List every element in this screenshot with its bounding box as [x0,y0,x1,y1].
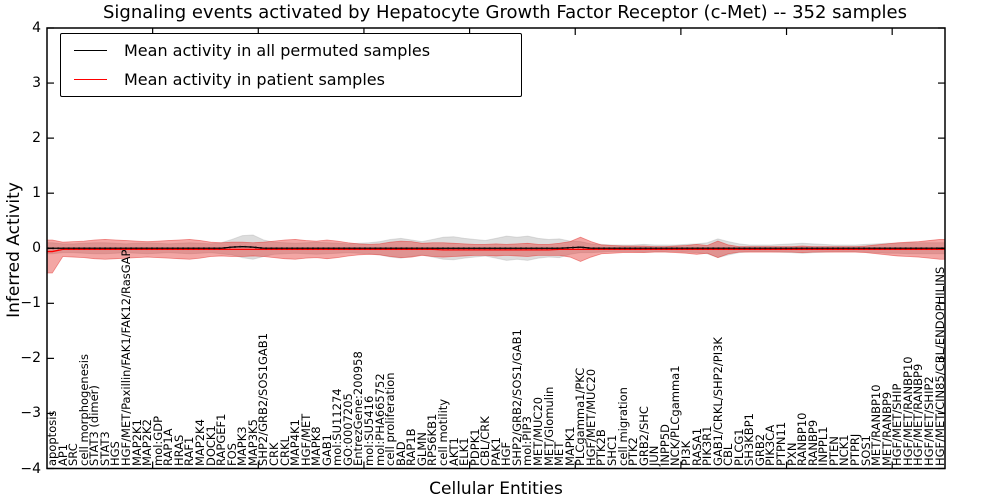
chart-title: Signaling events activated by Hepatocyte… [103,2,907,23]
legend: Mean activity in all permuted samples Mea… [60,33,522,97]
y-tick-label: −2 [20,350,41,367]
y-tick-label: 1 [32,185,41,202]
permuted-mean-dotted-overlay [47,245,945,250]
legend-line-swatch [74,50,107,51]
y-tick-label: 0 [32,240,41,257]
patient-mean-line [47,248,945,253]
y-tick-label: −4 [20,460,41,477]
legend-entry-label: Mean activity in patient samples [124,70,385,89]
y-tick-label: 3 [32,75,41,92]
legend-entry: Mean activity in patient samples [61,67,521,93]
x-axis-label: Cellular Entities [429,479,563,499]
x-category-label: HGF/MET/CIN85/CBL/ENDOPHILINS [932,266,947,466]
y-tick-label: 4 [32,20,41,36]
legend-entry-label: Mean activity in all permuted samples [124,41,431,60]
legend-entry: Mean activity in all permuted samples [61,38,521,64]
legend-line-swatch [74,79,107,80]
y-tick-label: 2 [32,130,41,147]
y-tick-label: −1 [20,295,41,312]
y-tick-label: −3 [20,405,41,422]
